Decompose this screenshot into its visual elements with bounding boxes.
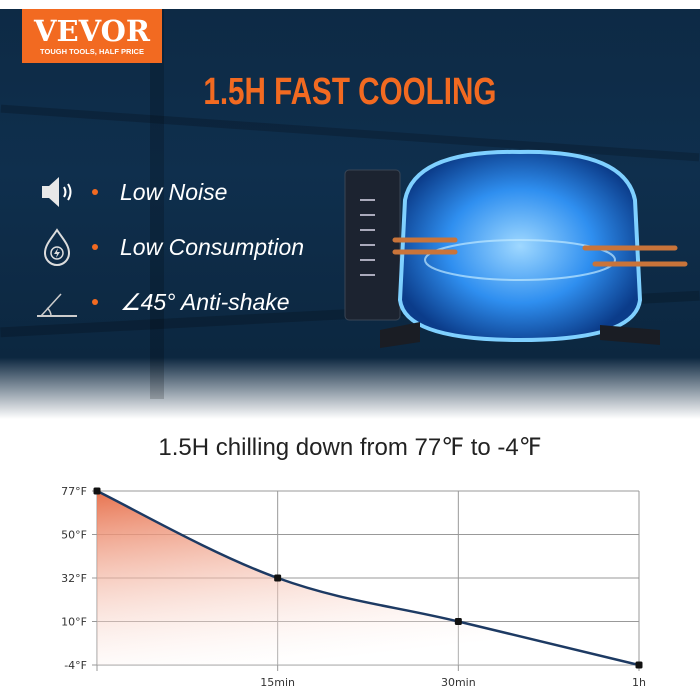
- y-tick-label: 77°F: [61, 485, 87, 498]
- y-tick-label: -4°F: [64, 659, 87, 672]
- feature-low-noise: Low Noise: [34, 172, 227, 212]
- feature-label: ∠45° Anti-shake: [120, 288, 290, 315]
- data-point: [93, 487, 101, 495]
- data-point: [635, 661, 643, 669]
- chart-title: 1.5H chilling down from 77℉ to -4℉: [158, 434, 542, 461]
- x-tick-label: 30min: [441, 676, 476, 689]
- bullet: [92, 299, 98, 305]
- feature-anti-shake: ∠45° Anti-shake: [34, 282, 290, 322]
- angle-icon: [34, 282, 80, 322]
- vevor-logo: VEVOR TOUGH TOOLS, HALF PRICE: [22, 9, 162, 63]
- feature-label: Low Consumption: [120, 233, 305, 260]
- area-fill: [97, 491, 639, 665]
- speaker-icon: [34, 172, 80, 212]
- data-point: [274, 574, 282, 582]
- feature-label: Low Noise: [120, 178, 228, 205]
- headline: 1.5H FAST COOLING: [0, 70, 700, 114]
- energy-drop-icon: [34, 227, 80, 267]
- data-point: [454, 618, 462, 625]
- logo-brand: VEVOR: [34, 14, 150, 48]
- feature-low-consumption: Low Consumption: [34, 227, 304, 267]
- temperature-chart: 77°F 50°F 32°F 10°F -4°F 15min 30min 1h: [61, 485, 646, 689]
- headline-text: 1.5H FAST COOLING: [203, 71, 497, 113]
- x-tick-label: 15min: [260, 676, 295, 689]
- bullet: [92, 244, 98, 250]
- y-tick-label: 32°F: [61, 572, 87, 585]
- y-tick-label: 10°F: [61, 616, 87, 629]
- bullet: [92, 189, 98, 195]
- logo-tagline: TOUGH TOOLS, HALF PRICE: [40, 47, 144, 56]
- x-tick-label: 1h: [632, 676, 646, 689]
- series-line: [96, 489, 640, 667]
- y-tick-label: 50°F: [61, 529, 87, 542]
- compressor-image: [344, 149, 688, 348]
